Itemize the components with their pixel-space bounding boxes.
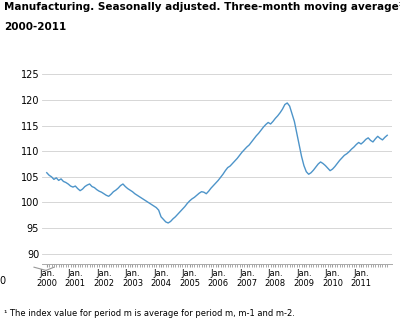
Text: 0: 0	[0, 276, 5, 286]
Text: 2000-2011: 2000-2011	[4, 22, 66, 32]
Text: Manufacturing. Seasonally adjusted. Three-month moving average¹.: Manufacturing. Seasonally adjusted. Thre…	[4, 2, 400, 12]
Text: ¹ The index value for period m is average for period m, m-1 and m-2.: ¹ The index value for period m is averag…	[4, 309, 295, 318]
